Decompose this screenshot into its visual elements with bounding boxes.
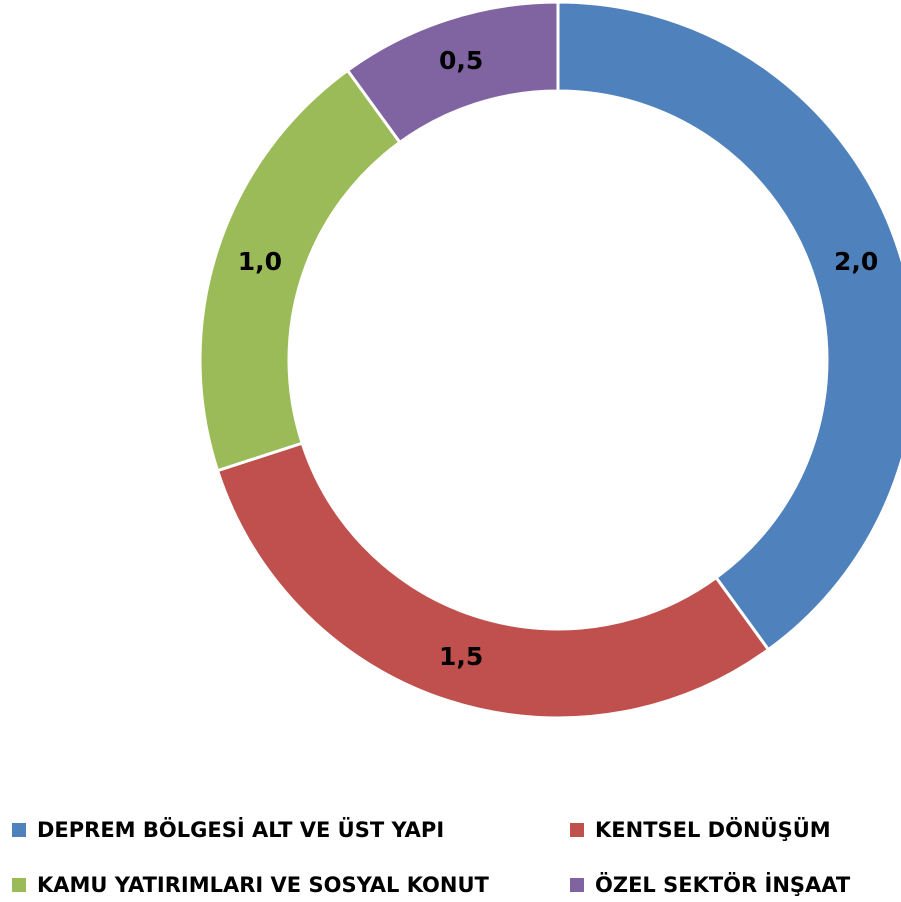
legend-swatch [570,878,584,892]
data-label: 1,5 [439,642,483,671]
legend-label: KENTSEL DÖNÜŞÜM [595,817,831,842]
legend-label: KAMU YATIRIMLARI VE SOSYAL KONUT [37,873,490,897]
donut-segment [345,0,560,145]
donut-segment [215,441,771,720]
data-label: 1,0 [238,247,282,276]
legend-label: DEPREM BÖLGESİ ALT VE ÜST YAPI [37,817,444,842]
donut-segment [198,68,402,473]
legend-swatch [12,823,26,837]
legend-label: ÖZEL SEKTÖR İNŞAAT [595,872,851,897]
data-label: 2,0 [834,247,878,276]
legend-swatch [570,823,584,837]
donut-segment [556,0,901,652]
legend-swatch [12,878,26,892]
data-label: 0,5 [439,46,483,75]
